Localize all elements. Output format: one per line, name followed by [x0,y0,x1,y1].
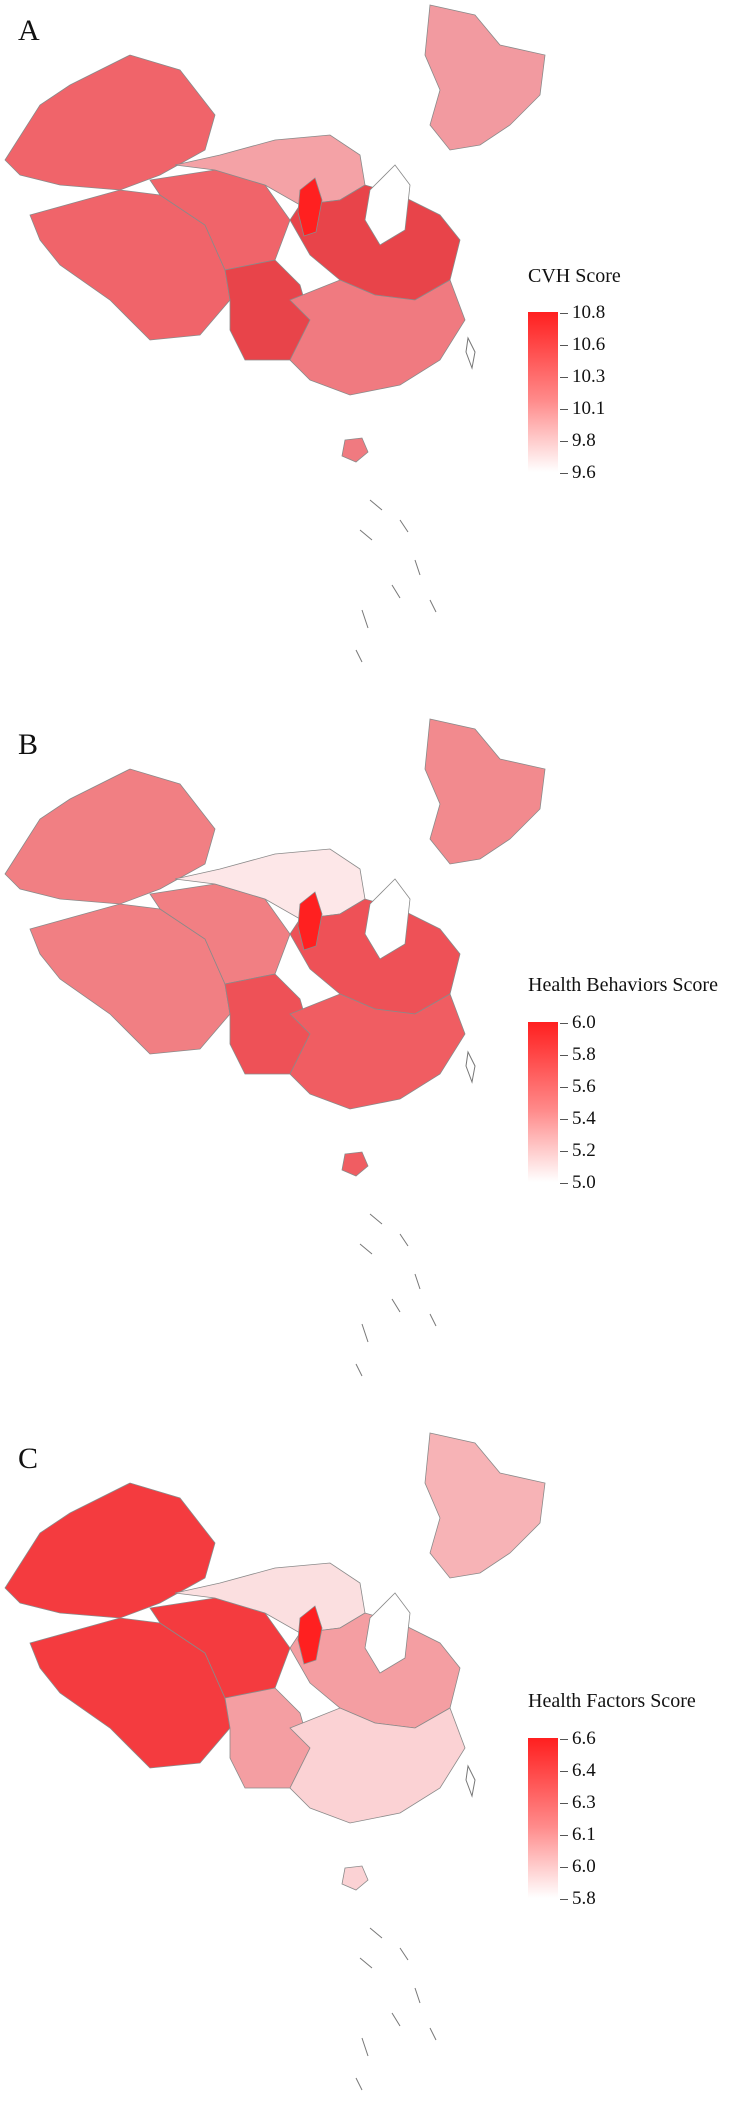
region-tibet [29,903,231,1055]
panel-letter: C [18,1442,39,1475]
island-outline [369,1213,383,1225]
legend-tick: 5.2 [560,1140,596,1161]
island-outline [429,599,437,613]
island-outline [465,336,476,370]
legend-tick: 6.0 [560,1012,596,1033]
island-outline [399,1233,409,1247]
island-outline [355,649,363,663]
map-b [4,718,546,1377]
island-outline [361,609,369,629]
region-northwest [4,768,216,905]
island-outline [391,584,401,599]
island-outline [369,499,383,511]
panel-c: C Health Factors Score 6.6 6.4 6.3 6.1 6… [0,1428,740,2122]
legend-tick: 9.6 [560,462,596,483]
legend-tick: 5.4 [560,1108,596,1129]
legend-title: Health Behaviors Score [528,974,718,996]
legend-tick: 10.8 [559,302,606,323]
region-northeast [424,1432,546,1579]
island-outline [361,2037,369,2057]
region-hainan [341,1865,369,1891]
island-outline [391,2012,401,2027]
island-outline [355,2077,363,2091]
color-scale-bar [528,312,558,472]
region-tibet [29,189,231,341]
region-hotspot [297,1605,323,1665]
legend-tick: 6.3 [560,1792,596,1813]
map-c [4,1432,546,2091]
island-outline [399,1947,409,1961]
panel-letter: B [18,728,39,761]
region-northeast [424,4,546,151]
island-outline [399,519,409,533]
island-outline [355,1363,363,1377]
panel-b: B Health Behaviors Score 6.0 5.8 5.6 5.4… [0,714,740,1408]
island-outline [359,1243,373,1255]
region-hotspot [297,177,323,237]
legend-tick: 5.8 [560,1044,596,1065]
legend-tick: 6.6 [560,1728,596,1749]
panel-letter: A [18,14,40,47]
legend-tick: 5.0 [560,1172,596,1193]
island-outline [414,1273,421,1290]
island-outline [465,1050,476,1084]
panel-a: A CVH Score 10.8 10.6 10.3 10.1 9.8 9.6 [0,0,740,694]
island-outline [361,1323,369,1343]
legend-tick: 6.1 [560,1824,596,1845]
map-a [4,4,546,663]
region-northwest [4,54,216,191]
island-outline [414,1987,421,2004]
legend-tick: 6.4 [560,1760,596,1781]
legend-tick: 10.1 [559,398,606,419]
region-northwest [4,1482,216,1619]
island-outline [429,2027,437,2041]
island-outline [465,1764,476,1798]
region-south [289,279,466,396]
region-south [289,1707,466,1824]
region-hotspot [297,891,323,951]
region-tibet [29,1617,231,1769]
legend-tick: 5.6 [560,1076,596,1097]
region-hainan [341,437,369,463]
region-low-score [364,164,411,246]
legend-title: Health Factors Score [528,1690,696,1712]
region-northeast [424,718,546,865]
legend-tick: 10.3 [559,366,606,387]
region-low-score [364,1592,411,1674]
region-hainan [341,1151,369,1177]
island-outline [414,559,421,576]
legend-tick: 6.0 [560,1856,596,1877]
island-outline [359,1957,373,1969]
island-outline [359,529,373,541]
color-scale-bar [528,1738,558,1898]
region-low-score [364,878,411,960]
color-scale-bar [528,1022,558,1182]
island-outline [429,1313,437,1327]
legend-tick: 9.8 [560,430,596,451]
legend-title: CVH Score [528,265,621,287]
legend-tick: 10.6 [559,334,606,355]
legend-tick: 5.8 [560,1888,596,1909]
island-outline [391,1298,401,1313]
island-outline [369,1927,383,1939]
region-south [289,993,466,1110]
